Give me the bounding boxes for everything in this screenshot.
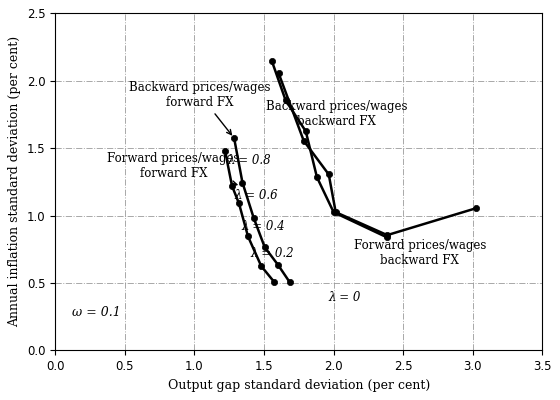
Text: Backward prices/wages
forward FX: Backward prices/wages forward FX: [129, 81, 270, 135]
Y-axis label: Annual inflation standard deviation (per cent): Annual inflation standard deviation (per…: [8, 36, 21, 328]
Text: Forward prices/wages
forward FX: Forward prices/wages forward FX: [108, 152, 240, 186]
Text: Forward prices/wages
backward FX: Forward prices/wages backward FX: [354, 239, 486, 267]
Text: Backward prices/wages
backward FX: Backward prices/wages backward FX: [265, 100, 407, 128]
Text: λ = 0.8: λ = 0.8: [227, 154, 271, 166]
Text: ω = 0.1: ω = 0.1: [72, 306, 121, 319]
Text: λ = 0: λ = 0: [328, 291, 361, 304]
X-axis label: Output gap standard deviation (per cent): Output gap standard deviation (per cent): [167, 379, 430, 392]
Text: λ = 0.6: λ = 0.6: [234, 189, 278, 202]
Text: λ = 0.4: λ = 0.4: [241, 220, 284, 233]
Text: λ = 0.2: λ = 0.2: [250, 246, 294, 260]
